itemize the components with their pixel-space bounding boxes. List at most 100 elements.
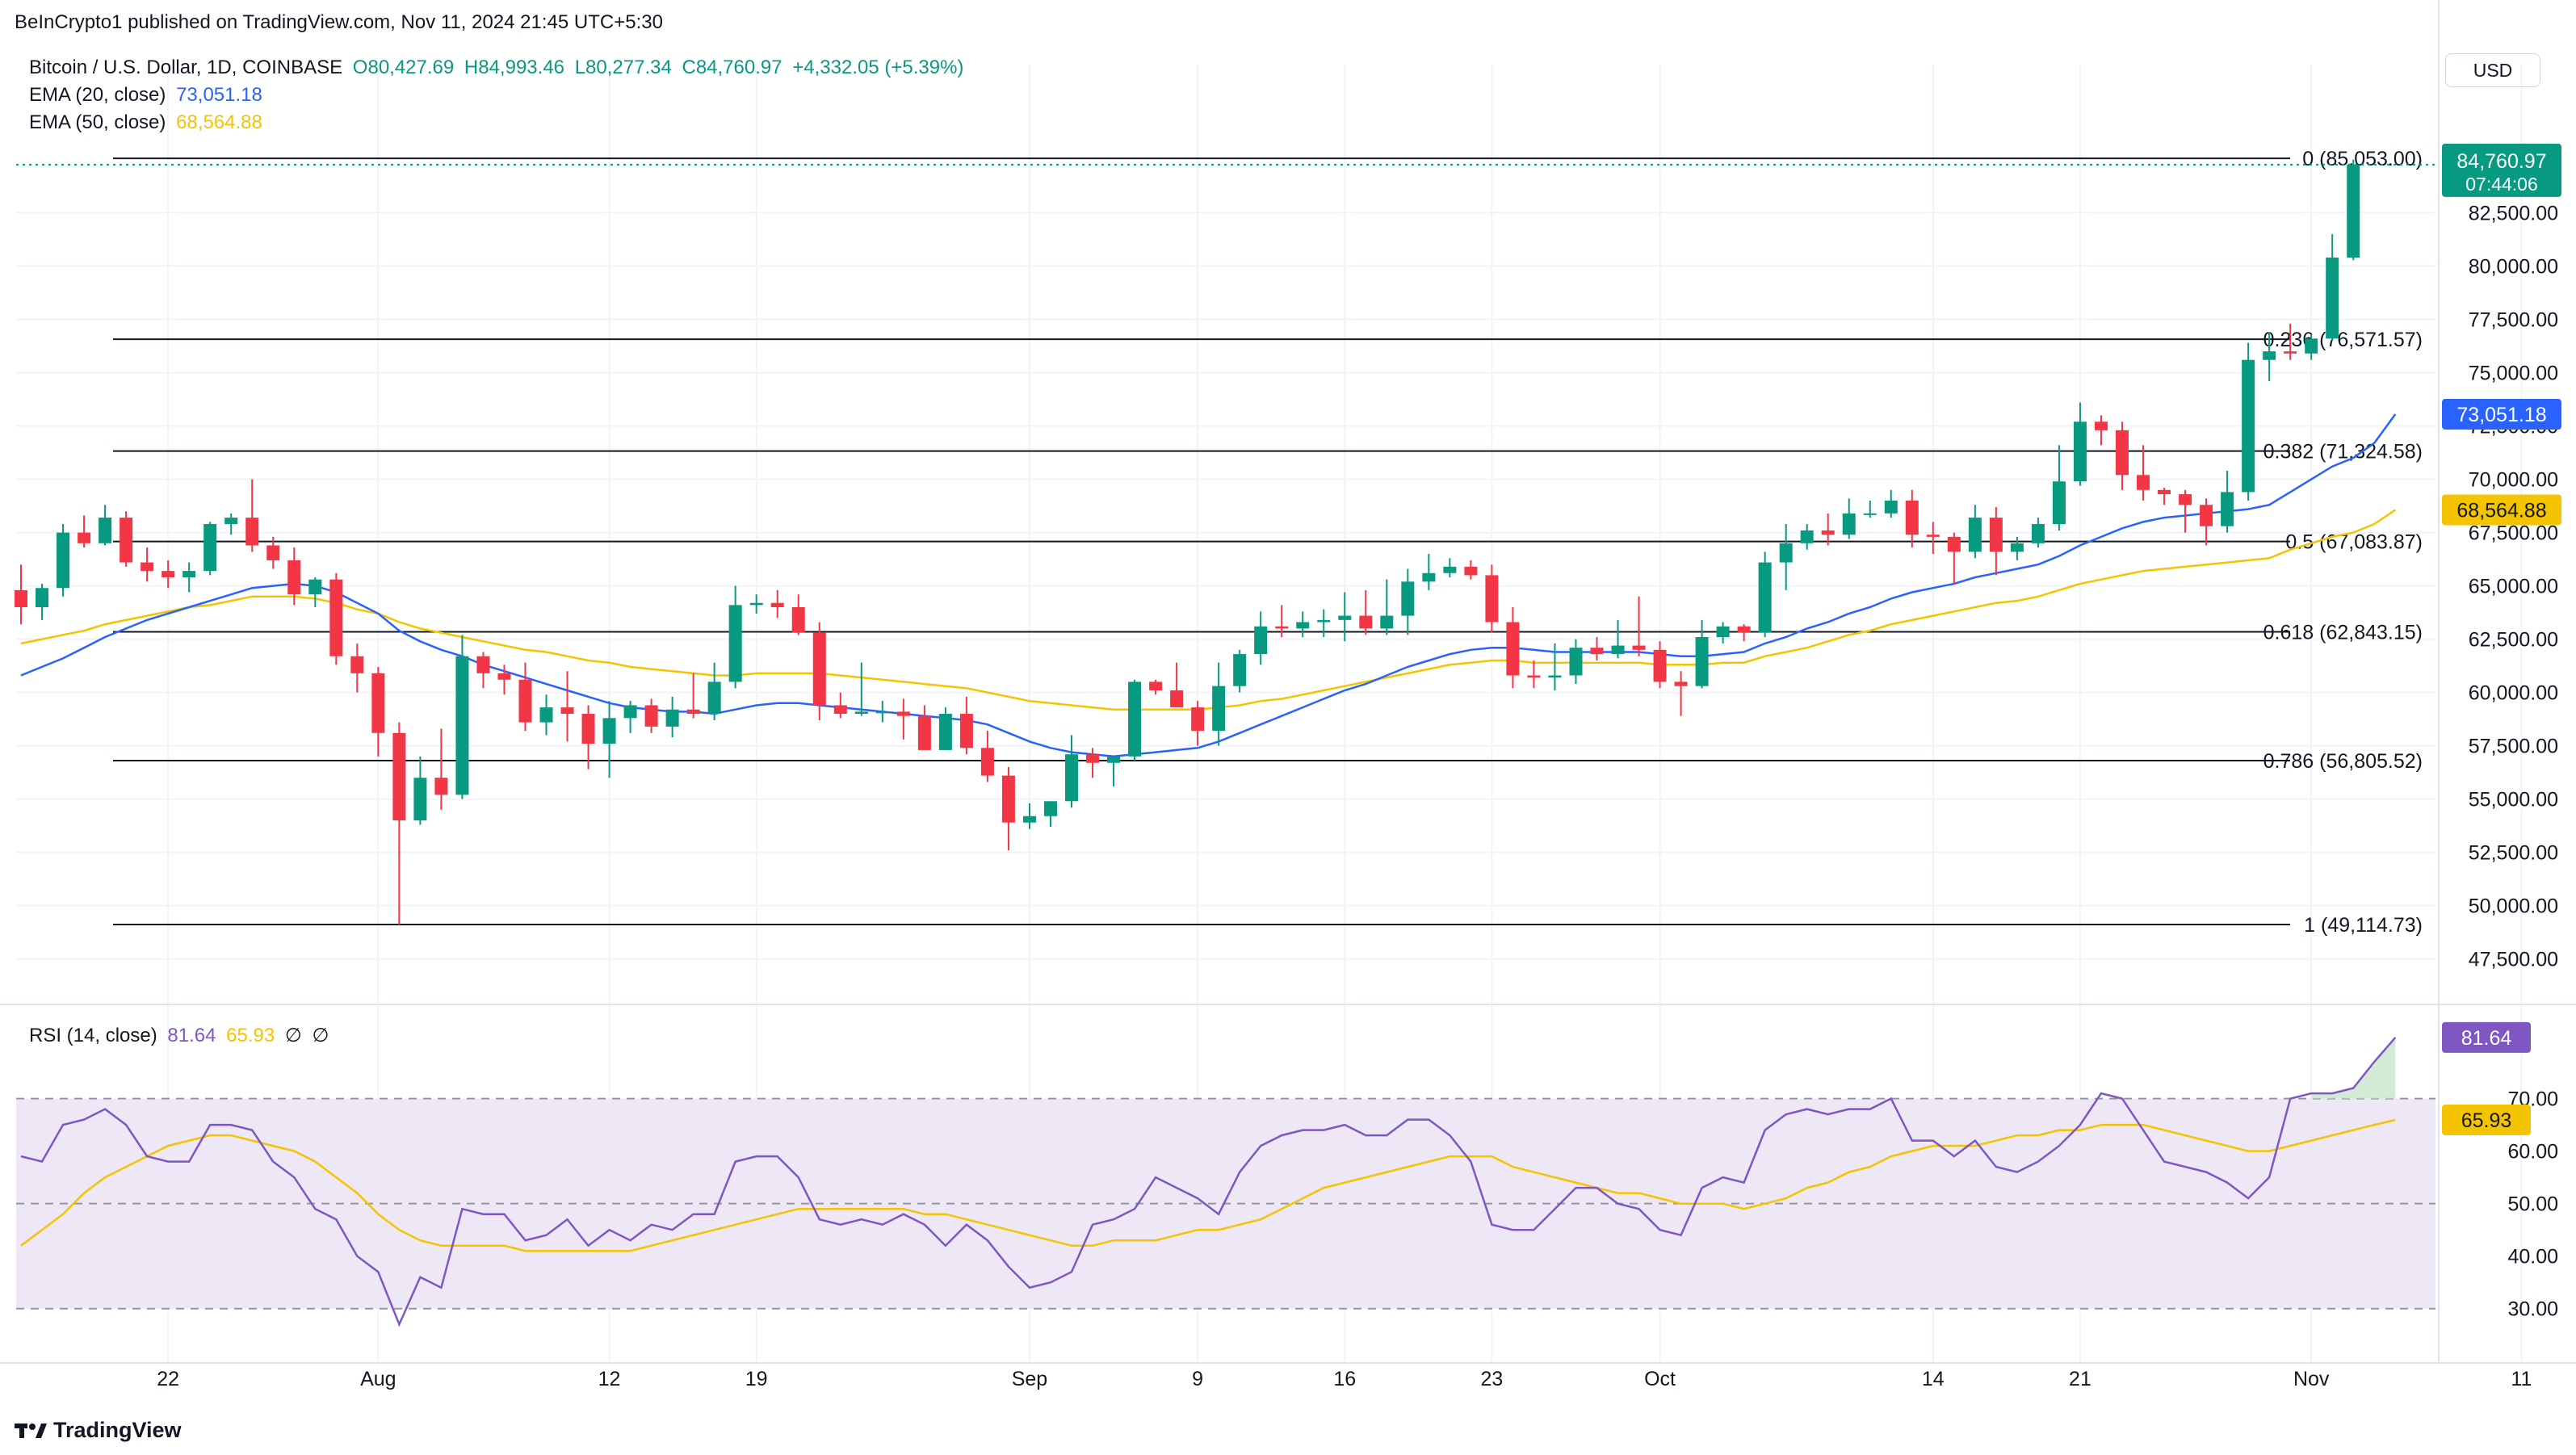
rsi-label: RSI (14, close): [29, 1025, 157, 1046]
ema50-axis-label-box: [2442, 494, 2561, 526]
fib-level-label: 0.382 (71,324.58): [2263, 441, 2423, 463]
ema-lines: [20, 413, 2397, 758]
rsi-ma-axis-label-box: [2442, 1105, 2531, 1136]
y-tick-label: 75,000.00: [2469, 363, 2558, 385]
candle-body: [224, 518, 238, 525]
y-tick-label: 62,500.00: [2469, 629, 2558, 652]
candle-body: [1380, 615, 1394, 629]
candle-body: [245, 518, 259, 546]
candle-body: [2179, 494, 2192, 505]
candle-body: [329, 579, 343, 656]
candle-body: [1422, 572, 1436, 582]
y-tick-label: 80,000.00: [2469, 256, 2558, 279]
tradingview-logo[interactable]: TradingView: [15, 1418, 182, 1443]
rsi-sym-1: ∅: [284, 1025, 302, 1046]
fib-level-label: 0.236 (76,571.57): [2263, 329, 2423, 351]
currency-button[interactable]: USD: [2445, 53, 2540, 87]
x-tick-label: 22: [157, 1368, 179, 1390]
rsi-line: [20, 1037, 2397, 1327]
fibonacci-retracement[interactable]: 0 (85,053.00) 0.236 (76,571.57) 0.382 (71,…: [16, 148, 2435, 937]
candle-body: [476, 656, 490, 673]
candle-body: [1212, 686, 1226, 732]
candle-body: [875, 711, 889, 714]
candle-body: [1170, 690, 1184, 708]
x-tick-label: 19: [745, 1368, 768, 1390]
candle-body: [1674, 681, 1688, 686]
candle-body: [2305, 338, 2318, 354]
candle-body: [1022, 816, 1036, 823]
ema20-label: EMA (20, close): [29, 84, 166, 106]
candle-body: [2116, 430, 2129, 476]
candle-body: [1443, 566, 1457, 573]
candle-body: [1401, 581, 1415, 616]
candle-body: [1254, 626, 1268, 655]
ema50-legend[interactable]: EMA (50, close) 68,564.88: [29, 111, 267, 134]
candle-body: [1107, 756, 1121, 763]
candle-body: [1043, 801, 1057, 816]
candle-body: [2347, 164, 2360, 258]
ohlc-close: C84,760.97: [682, 57, 782, 78]
rsi-ma-value: 65.93: [226, 1025, 275, 1046]
tradingview-logo-text: TradingView: [53, 1418, 182, 1442]
rsi-legend[interactable]: RSI (14, close) 81.64 65.93 ∅ ∅: [29, 1024, 334, 1047]
candle-body: [728, 605, 742, 682]
rsi-axis-label: 81.64: [2461, 1027, 2512, 1050]
candle-body: [665, 709, 679, 727]
candle-body: [1758, 562, 1772, 633]
candle-body: [1800, 530, 1814, 543]
candle-body: [1086, 754, 1100, 763]
x-tick-label: 11: [2511, 1368, 2532, 1390]
candle-body: [623, 705, 637, 719]
candle-body: [686, 709, 700, 715]
rsi-axis-label-box: [2442, 1021, 2531, 1053]
grid-lines: [0, 0, 2576, 1365]
y-tick-label: 57,500.00: [2469, 736, 2558, 758]
price-axis[interactable]: 47,500.00 50,000.00 52,500.00 55,000.00 57,5…: [2469, 203, 2558, 971]
candle-body: [2221, 492, 2234, 526]
candle-body: [371, 673, 385, 733]
candle-body: [707, 681, 721, 715]
candle-body: [2094, 421, 2108, 430]
rsi-ma-line: [20, 1118, 2396, 1252]
candle-body: [518, 679, 532, 723]
candle-body: [791, 607, 805, 633]
symbol-legend: Bitcoin / U.S. Dollar, 1D, COINBASE O80,…: [29, 57, 968, 79]
candle-body: [1737, 626, 1751, 633]
candle-body: [2158, 489, 2171, 495]
candle-body: [539, 707, 553, 723]
candle-body: [917, 715, 931, 750]
symbol-name[interactable]: Bitcoin / U.S. Dollar, 1D, COINBASE: [29, 57, 343, 78]
candle-body: [1001, 775, 1015, 823]
candle-body: [15, 589, 27, 608]
candle-body: [1653, 649, 1667, 682]
candle-body: [854, 711, 868, 715]
time-axis[interactable]: 22Aug1219Sep91623Oct1421Nov1118: [157, 1368, 2576, 1390]
candle-body: [1191, 707, 1205, 732]
y-tick-label: 70,000.00: [2469, 469, 2558, 492]
fib-level-label: 0.5 (67,083.87): [2285, 531, 2423, 554]
ema20-legend[interactable]: EMA (20, close) 73,051.18: [29, 84, 267, 107]
candle-body: [1863, 513, 1877, 515]
candle-body: [1296, 622, 1310, 629]
candle-body: [2073, 421, 2087, 482]
candle-body: [266, 545, 280, 560]
x-tick-label: 12: [598, 1368, 621, 1390]
rsi-sym-2: ∅: [312, 1025, 329, 1046]
candle-body: [203, 524, 217, 572]
rsi-ma-axis-label: 65.93: [2461, 1109, 2512, 1132]
candle-body: [183, 571, 196, 578]
candle-body: [896, 711, 910, 716]
rsi-tick-label: 30.00: [2507, 1298, 2558, 1321]
ema20-line: [20, 413, 2397, 758]
candle-body: [1506, 622, 1520, 676]
candle-body: [749, 602, 763, 606]
candle-body: [1695, 636, 1709, 686]
rsi-value: 81.64: [167, 1025, 216, 1046]
x-tick-label: 9: [1192, 1368, 1203, 1390]
candle-body: [1590, 648, 1604, 655]
candle-body: [1926, 535, 1940, 537]
candle-body: [308, 579, 322, 595]
